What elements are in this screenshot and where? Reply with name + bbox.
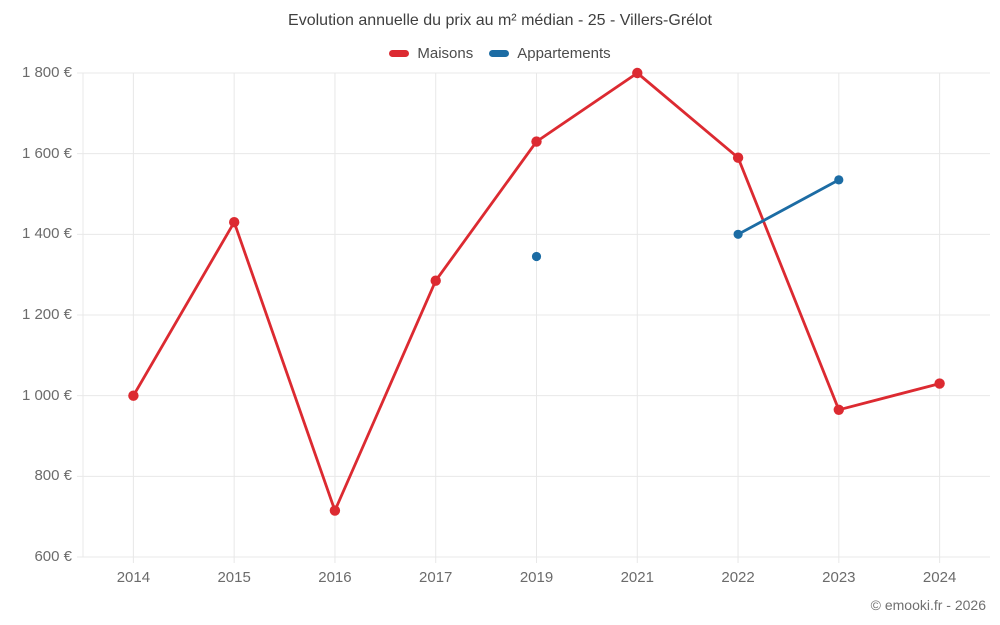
maisons-point-2024[interactable] [934, 378, 945, 389]
legend-item-appartements[interactable]: Appartements [489, 45, 611, 62]
legend-swatch-appartements-icon [489, 50, 510, 57]
x-tick-label: 2023 [822, 569, 856, 586]
legend-label: Appartements [517, 45, 611, 62]
y-tick-label: 1 600 € [21, 144, 72, 162]
maisons-point-2023[interactable] [833, 404, 844, 415]
x-tick-label: 2019 [519, 569, 554, 586]
y-tick-label: 1 400 € [21, 225, 72, 243]
x-tick-label: 2014 [116, 569, 151, 586]
x-tick-label: 2022 [721, 569, 755, 586]
appartements-point-2023[interactable] [834, 175, 844, 185]
appartements-line [736, 178, 841, 236]
legend-item-maisons[interactable]: Maisons [389, 45, 473, 62]
legend: Maisons Appartements [0, 45, 1000, 62]
maisons-point-2019[interactable] [531, 136, 542, 147]
x-tick-label: 2017 [419, 569, 453, 586]
maisons-point-2021[interactable] [632, 67, 643, 79]
maisons-point-2017[interactable] [430, 275, 441, 286]
chart-title: Evolution annuelle du prix au m² médian … [288, 12, 712, 29]
maisons-point-2016[interactable] [329, 505, 341, 516]
legend-label: Maisons [417, 45, 474, 62]
y-tick-label: 1 000 € [21, 386, 72, 404]
legend-swatch-maisons-icon [389, 50, 410, 57]
y-tick-label: 600 € [34, 548, 72, 565]
appartements-point-2022[interactable] [733, 229, 743, 239]
appartements-point-2019[interactable] [531, 251, 542, 262]
y-tick-label: 1 800 € [21, 64, 72, 81]
x-tick-label: 2016 [318, 569, 352, 586]
maisons-point-2015[interactable] [229, 217, 240, 228]
x-tick-label: 2021 [620, 569, 654, 586]
y-tick-label: 1 200 € [21, 306, 72, 323]
maisons-point-2022[interactable] [732, 152, 744, 163]
y-tick-label: 800 € [34, 467, 72, 485]
x-tick-label: 2024 [922, 569, 957, 586]
copyright: © emooki.fr - 2026 [870, 597, 986, 613]
x-tick-label: 2015 [217, 569, 251, 586]
maisons-point-2014[interactable] [128, 390, 139, 401]
